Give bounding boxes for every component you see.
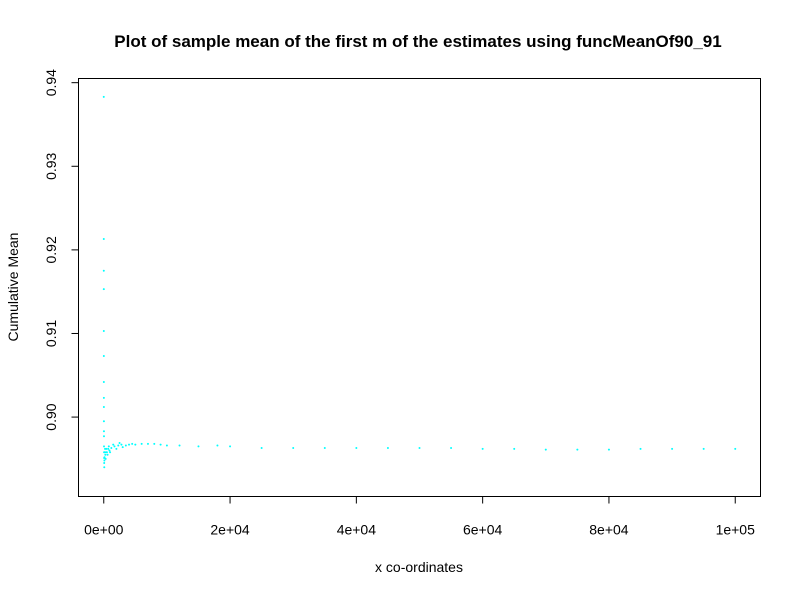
data-point bbox=[134, 443, 137, 446]
data-point bbox=[124, 444, 127, 447]
data-point bbox=[103, 459, 106, 462]
data-point bbox=[639, 447, 642, 450]
data-point bbox=[197, 445, 200, 448]
data-point bbox=[105, 451, 108, 454]
data-point bbox=[607, 448, 610, 451]
chart-title: Plot of sample mean of the first m of th… bbox=[114, 32, 721, 51]
data-point bbox=[260, 447, 263, 450]
data-point bbox=[292, 447, 295, 450]
data-point bbox=[102, 435, 105, 438]
data-point bbox=[146, 442, 149, 445]
data-point bbox=[103, 456, 106, 459]
data-point bbox=[107, 447, 110, 450]
data-point bbox=[102, 238, 105, 241]
data-point bbox=[418, 447, 421, 450]
data-point bbox=[102, 420, 105, 423]
data-point bbox=[102, 288, 105, 291]
plot-frame bbox=[78, 78, 761, 497]
y-axis: 0.90 0.91 0.92 0.93 0.94 bbox=[43, 69, 79, 431]
data-point bbox=[102, 329, 105, 332]
y-tick-label: 0.93 bbox=[43, 152, 59, 179]
data-point bbox=[386, 447, 389, 450]
data-point bbox=[153, 442, 156, 445]
data-point bbox=[102, 95, 105, 98]
data-point bbox=[115, 447, 118, 450]
data-point bbox=[576, 448, 579, 451]
y-tick-label: 0.91 bbox=[43, 320, 59, 347]
x-tick-label: 2e+04 bbox=[210, 522, 250, 538]
data-point bbox=[355, 447, 358, 450]
data-point bbox=[734, 447, 737, 450]
data-point bbox=[128, 443, 131, 446]
data-point bbox=[102, 396, 105, 399]
x-tick-label: 4e+04 bbox=[337, 522, 377, 538]
data-point bbox=[323, 447, 326, 450]
x-axis-label: x co-ordinates bbox=[375, 559, 463, 575]
data-point bbox=[131, 442, 134, 445]
data-point bbox=[117, 444, 120, 447]
data-point bbox=[102, 380, 105, 383]
data-point bbox=[102, 406, 105, 409]
data-point bbox=[105, 447, 108, 450]
x-tick-label: 1e+05 bbox=[716, 522, 756, 538]
data-point bbox=[102, 430, 105, 433]
data-point bbox=[450, 447, 453, 450]
data-point bbox=[102, 269, 105, 272]
data-point bbox=[112, 443, 115, 446]
data-point bbox=[481, 447, 484, 450]
data-point bbox=[544, 448, 547, 451]
data-point bbox=[671, 447, 674, 450]
data-point bbox=[103, 466, 106, 469]
data-point bbox=[229, 445, 232, 448]
data-point bbox=[104, 453, 107, 456]
data-point bbox=[102, 355, 105, 358]
data-point bbox=[108, 449, 111, 452]
data-point bbox=[103, 462, 106, 465]
data-point bbox=[106, 453, 109, 456]
data-point bbox=[513, 447, 516, 450]
data-point bbox=[159, 443, 162, 446]
data-point bbox=[104, 457, 107, 460]
y-tick-label: 0.94 bbox=[43, 69, 59, 96]
data-point bbox=[216, 444, 219, 447]
x-tick-label: 6e+04 bbox=[463, 522, 503, 538]
x-tick-label: 8e+04 bbox=[589, 522, 629, 538]
x-tick-label: 0e+00 bbox=[84, 522, 124, 538]
data-points bbox=[102, 95, 737, 469]
data-point bbox=[120, 443, 123, 446]
data-point bbox=[113, 445, 116, 448]
data-point bbox=[165, 444, 168, 447]
data-point bbox=[103, 445, 106, 448]
data-point bbox=[107, 445, 110, 448]
data-point bbox=[702, 447, 705, 450]
data-point bbox=[118, 441, 121, 444]
y-tick-label: 0.92 bbox=[43, 236, 59, 263]
x-axis: 0e+00 2e+04 4e+04 6e+04 8e+04 1e+05 bbox=[84, 496, 756, 538]
y-axis-label: Cumulative Mean bbox=[5, 233, 21, 342]
data-point bbox=[140, 442, 143, 445]
data-point bbox=[121, 446, 124, 449]
y-tick-label: 0.90 bbox=[43, 403, 59, 430]
data-point bbox=[110, 447, 113, 450]
data-point bbox=[109, 451, 112, 454]
data-point bbox=[178, 444, 181, 447]
